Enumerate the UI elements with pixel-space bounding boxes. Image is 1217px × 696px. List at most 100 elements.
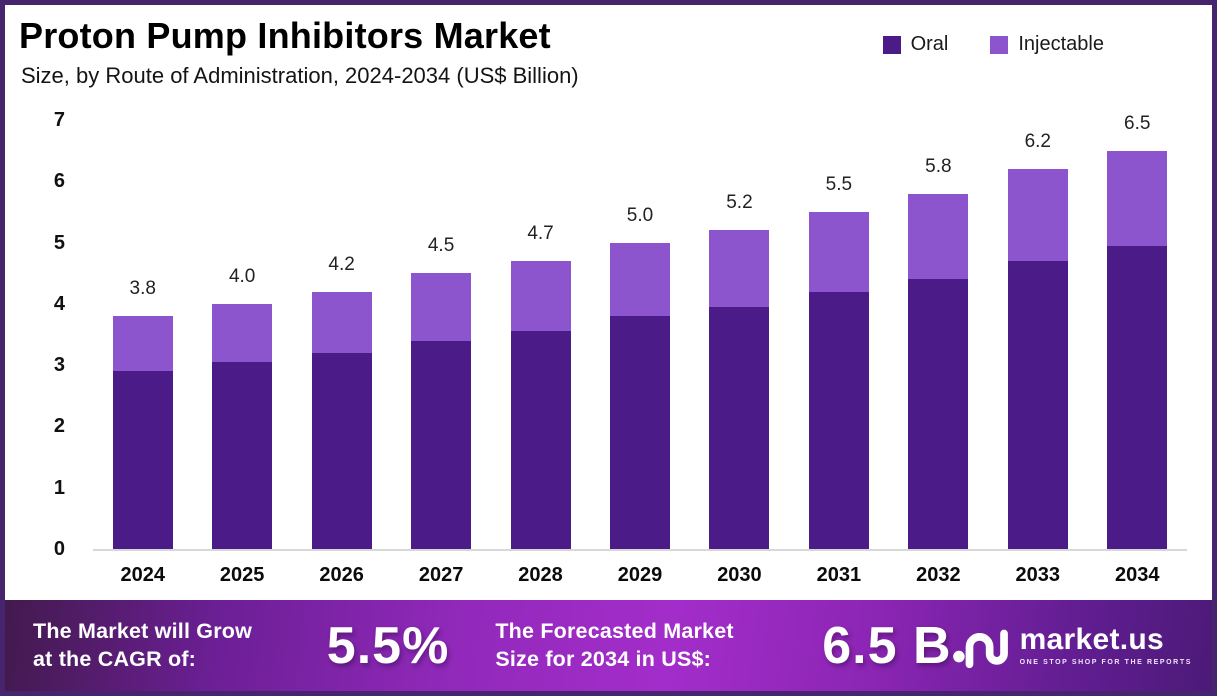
y-tick-label: 6 bbox=[53, 170, 65, 193]
bar-slot: 6.5 bbox=[1088, 113, 1187, 549]
forecast-label-line1: The Forecasted Market bbox=[495, 618, 734, 643]
bar-segment-injectable bbox=[1107, 150, 1168, 246]
bar-total-label: 5.2 bbox=[726, 192, 753, 214]
stacked-bar-2024: 3.8 bbox=[112, 278, 173, 549]
bar-segment-injectable bbox=[311, 291, 372, 353]
bar-slot: 5.0 bbox=[590, 205, 689, 549]
bar-segment-injectable bbox=[411, 273, 472, 341]
x-axis-label-2031: 2031 bbox=[816, 564, 862, 586]
x-axis-label-2034: 2034 bbox=[1115, 564, 1160, 586]
page-title: Proton Pump Inhibitors Market bbox=[19, 15, 551, 56]
bar-total-label: 6.2 bbox=[1024, 131, 1052, 153]
legend-label-injectable: Injectable bbox=[1018, 33, 1104, 55]
bar-slot: 4.0 bbox=[192, 266, 291, 549]
injectable-swatch-icon bbox=[990, 35, 1009, 54]
brand-text: market.us ONE STOP SHOP FOR THE REPORTS bbox=[1019, 623, 1192, 667]
bar-segment-oral bbox=[411, 340, 472, 549]
oral-swatch-icon bbox=[882, 35, 901, 54]
marketus-logo-icon bbox=[952, 629, 1008, 668]
bar-segment-injectable bbox=[112, 316, 173, 372]
stacked-bar-2030: 5.2 bbox=[709, 192, 770, 549]
cagr-label-line1: The Market will Grow bbox=[33, 618, 253, 643]
bar-segment-oral bbox=[112, 371, 173, 549]
x-axis-label-2027: 2027 bbox=[418, 564, 464, 586]
y-tick-label: 4 bbox=[53, 292, 65, 315]
x-axis-label-2033: 2033 bbox=[1015, 564, 1061, 586]
cagr-label: The Market will Grow at the CAGR of: bbox=[33, 618, 297, 673]
stacked-bar-2025: 4.0 bbox=[212, 266, 273, 549]
bar-segment-injectable bbox=[212, 303, 273, 363]
stacked-bar-2029: 5.0 bbox=[609, 205, 670, 549]
x-axis-label-2032: 2032 bbox=[916, 564, 961, 586]
brand-tagline: ONE STOP SHOP FOR THE REPORTS bbox=[1019, 659, 1192, 666]
bar-total-label: 4.0 bbox=[228, 265, 256, 287]
forecast-label-line2: Size for 2034 in US$: bbox=[495, 646, 712, 671]
bar-segment-injectable bbox=[1007, 169, 1068, 261]
stacked-bar-2032: 5.8 bbox=[908, 156, 969, 549]
x-axis-label-2029: 2029 bbox=[617, 564, 663, 586]
y-tick-label: 7 bbox=[53, 109, 65, 131]
y-tick-label: 0 bbox=[53, 538, 65, 560]
bar-segment-injectable bbox=[709, 230, 770, 307]
bar-segment-injectable bbox=[908, 193, 969, 280]
x-axis-label-2030: 2030 bbox=[717, 564, 762, 586]
forecast-value: 6.5 B bbox=[822, 616, 952, 675]
bar-total-label: 5.8 bbox=[925, 155, 952, 177]
bar-segment-oral bbox=[609, 316, 670, 549]
y-tick-label: 1 bbox=[53, 476, 65, 499]
bar-segment-oral bbox=[311, 352, 372, 549]
bar-segment-oral bbox=[808, 291, 869, 549]
bar-slot: 4.2 bbox=[292, 254, 391, 549]
bar-slot: 5.2 bbox=[690, 192, 789, 549]
bar-segment-injectable bbox=[609, 242, 670, 317]
bar-slot: 6.2 bbox=[988, 131, 1087, 549]
cagr-label-line2: at the CAGR of: bbox=[33, 646, 197, 671]
forecast-label: The Forecasted Market Size for 2034 in U… bbox=[495, 618, 786, 673]
stacked-bar-2033: 6.2 bbox=[1007, 131, 1068, 549]
chart-subtitle: Size, by Route of Administration, 2024-2… bbox=[21, 63, 579, 88]
legend-item-oral: Oral bbox=[882, 33, 948, 56]
bar-segment-injectable bbox=[808, 211, 869, 292]
bar-total-label: 4.2 bbox=[328, 253, 355, 275]
bar-total-label: 5.0 bbox=[626, 204, 654, 226]
brand-name: market.us bbox=[1019, 623, 1165, 656]
bar-slot: 5.5 bbox=[789, 174, 888, 549]
bar-slot: 5.8 bbox=[889, 156, 988, 549]
bar-segment-oral bbox=[212, 362, 273, 549]
footer-banner: The Market will Grow at the CAGR of: 5.5… bbox=[5, 600, 1212, 691]
bar-segment-oral bbox=[908, 279, 969, 549]
bar-segment-injectable bbox=[510, 260, 571, 332]
bar-slot: 4.7 bbox=[491, 223, 590, 549]
bar-total-label: 5.5 bbox=[825, 173, 853, 195]
legend-item-injectable: Injectable bbox=[990, 33, 1104, 56]
bar-slot: 4.5 bbox=[391, 235, 490, 549]
y-tick-label: 3 bbox=[53, 354, 65, 377]
x-axis-label-2025: 2025 bbox=[219, 564, 265, 586]
bars-container: 3.8 4.0 4.2 4.5 4.7 5.0 5.2 5.5 5.8 6.2 6.5 bbox=[93, 113, 1187, 549]
chart-header: Proton Pump Inhibitors Market Size, by R… bbox=[5, 5, 1212, 105]
stacked-bar-2026: 4.2 bbox=[311, 254, 372, 549]
y-tick-label: 5 bbox=[53, 231, 65, 254]
bar-segment-oral bbox=[1107, 245, 1168, 549]
chart-area: 0 1 2 3 4 5 6 7 3.8 4.0 4.2 4.5 4.7 5.0 5.2 5.5 5.8 6.2 6… bbox=[5, 105, 1212, 599]
cagr-value: 5.5% bbox=[326, 616, 450, 675]
stacked-bar-2027: 4.5 bbox=[411, 235, 472, 549]
x-axis: 2024 2025 2026 2027 2028 2029 2030 2031 2032 2033… bbox=[93, 551, 1187, 599]
y-tick-label: 2 bbox=[53, 415, 65, 438]
chart-legend: Oral Injectable bbox=[882, 33, 1104, 56]
x-axis-label-2028: 2028 bbox=[518, 564, 563, 586]
bar-segment-oral bbox=[709, 306, 770, 549]
stacked-bar-2034: 6.5 bbox=[1107, 113, 1168, 549]
stacked-bar-2028: 4.7 bbox=[510, 223, 571, 549]
x-axis-label-2024: 2024 bbox=[120, 564, 165, 586]
bar-total-label: 4.7 bbox=[527, 222, 554, 244]
bar-segment-oral bbox=[1007, 260, 1068, 549]
bar-total-label: 4.5 bbox=[427, 235, 455, 257]
y-axis: 0 1 2 3 4 5 6 7 bbox=[15, 110, 75, 559]
x-axis-label-2026: 2026 bbox=[319, 564, 364, 586]
stacked-bar-2031: 5.5 bbox=[808, 174, 869, 549]
bar-segment-oral bbox=[510, 331, 571, 549]
brand-logo: market.us ONE STOP SHOP FOR THE REPORTS bbox=[952, 622, 1192, 670]
bar-total-label: 6.5 bbox=[1124, 112, 1151, 134]
